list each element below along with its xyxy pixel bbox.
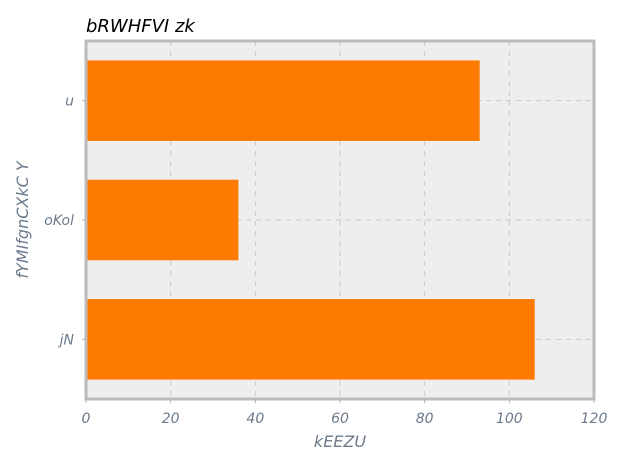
bar-oKol: [86, 179, 239, 261]
x-tick-label: 60: [331, 411, 349, 427]
x-axis-ticks: 0 20 40 60 80 100 120: [82, 399, 608, 427]
x-tick-label: 20: [162, 411, 180, 427]
x-tick-label: 80: [416, 411, 434, 427]
x-tick-label: 100: [496, 411, 523, 427]
bar-jN: [86, 299, 535, 380]
bars: [86, 60, 535, 380]
y-axis-label: fYMIfgnCXkC Y: [13, 160, 32, 279]
y-tick-label: oKol: [44, 213, 74, 229]
chart-title: bRWHFVI zk: [86, 16, 196, 37]
x-tick-label: 0: [82, 411, 91, 427]
x-tick-label: 40: [246, 411, 264, 427]
y-axis-ticks: u oKol jN: [44, 94, 86, 348]
x-tick-label: 120: [581, 411, 608, 427]
bar-u: [86, 60, 480, 141]
y-tick-label: u: [65, 94, 74, 110]
x-axis-label: kEEZU: [314, 432, 366, 451]
y-tick-label: jN: [58, 332, 75, 348]
